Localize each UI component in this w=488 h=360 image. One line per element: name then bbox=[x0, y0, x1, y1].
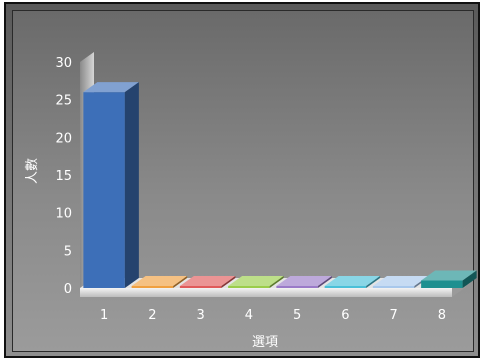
bar-5 bbox=[276, 276, 332, 288]
bar-2 bbox=[131, 276, 188, 288]
bar-side bbox=[124, 82, 139, 288]
bar-front bbox=[228, 286, 270, 288]
x-tick-label: 5 bbox=[293, 308, 301, 323]
bar-6 bbox=[324, 276, 381, 288]
bar-top bbox=[372, 276, 429, 286]
bar-top bbox=[83, 82, 139, 93]
bar-side bbox=[366, 276, 381, 288]
bar-top bbox=[324, 276, 381, 286]
bar-side bbox=[221, 276, 236, 288]
y-tick-label: 15 bbox=[55, 169, 72, 184]
bar-front bbox=[324, 286, 367, 288]
bar-side bbox=[269, 276, 284, 288]
bar-front bbox=[83, 92, 125, 288]
bar-4 bbox=[228, 276, 284, 288]
x-tick-label: 7 bbox=[389, 308, 397, 323]
bar-front bbox=[131, 286, 174, 288]
y-tick-label: 0 bbox=[64, 282, 72, 297]
bar-top bbox=[276, 276, 332, 286]
bar-top bbox=[179, 276, 236, 286]
x-tick-label: 6 bbox=[341, 308, 349, 323]
x-tick-label: 2 bbox=[148, 308, 156, 323]
bar-1 bbox=[83, 82, 139, 288]
y-tick-label: 10 bbox=[55, 207, 72, 222]
bar-side bbox=[173, 276, 188, 288]
y-tick-label: 5 bbox=[64, 244, 72, 259]
bar-front bbox=[276, 286, 318, 288]
y-tick-label: 20 bbox=[55, 131, 72, 146]
x-tick-label: 4 bbox=[245, 308, 253, 323]
bar-3 bbox=[179, 276, 236, 288]
floor-front bbox=[80, 288, 452, 297]
y-tick-label: 25 bbox=[55, 94, 72, 109]
x-tick-label: 1 bbox=[100, 308, 108, 323]
bar-top bbox=[131, 276, 188, 286]
y-axis-title: 人數 bbox=[25, 158, 40, 184]
bar-top bbox=[421, 270, 477, 281]
bar-side bbox=[317, 276, 332, 288]
x-tick-label: 8 bbox=[438, 308, 446, 323]
bar-front bbox=[421, 280, 463, 288]
bar-front bbox=[372, 286, 415, 288]
bar-side bbox=[462, 270, 477, 288]
x-tick-label: 3 bbox=[196, 308, 204, 323]
y-tick-label: 30 bbox=[55, 56, 72, 71]
x-axis-title: 選項 bbox=[252, 335, 278, 350]
bar-front bbox=[179, 286, 222, 288]
bar-top bbox=[228, 276, 284, 286]
bar-8 bbox=[421, 270, 477, 288]
bars-layer bbox=[83, 82, 477, 288]
